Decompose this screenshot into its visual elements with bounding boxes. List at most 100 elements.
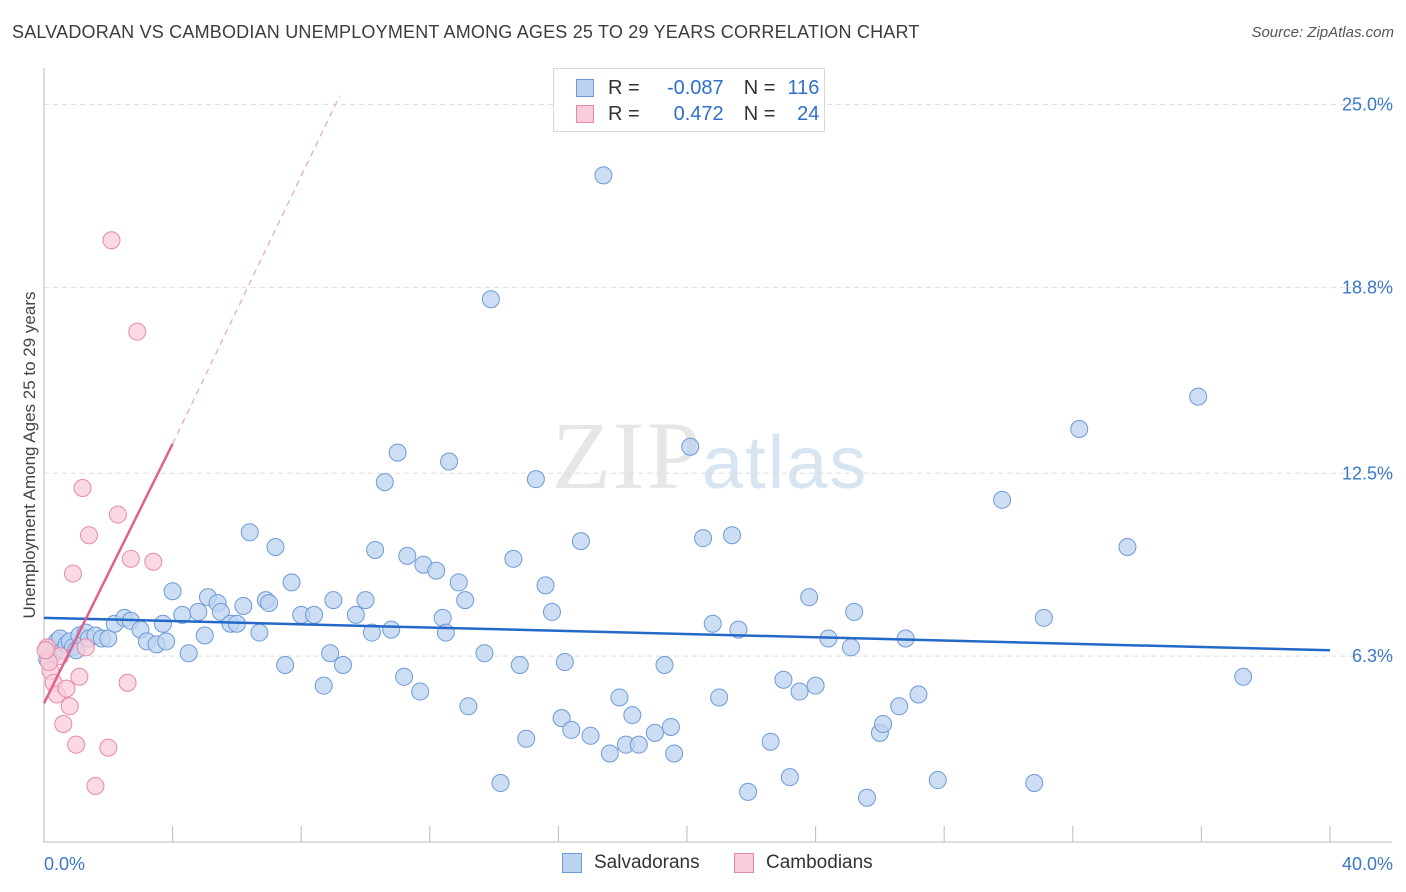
salvadoran-point bbox=[845, 602, 864, 621]
salvadoran-point bbox=[456, 591, 475, 610]
salvadoran-point bbox=[276, 656, 295, 675]
legend-swatch-cambodians bbox=[576, 105, 594, 123]
salvadoran-point bbox=[362, 623, 381, 642]
salvadoran-point bbox=[655, 656, 674, 675]
legend-r-label: R = bbox=[608, 76, 640, 99]
salvadoran-point bbox=[266, 538, 285, 557]
salvadoran-point bbox=[562, 720, 581, 739]
legend-item-salvadorans[interactable]: Salvadorans bbox=[562, 852, 700, 874]
cambodian-point bbox=[57, 679, 76, 698]
salvadoran-point bbox=[729, 620, 748, 639]
salvadoran-point bbox=[440, 452, 459, 471]
salvadoran-point bbox=[1118, 538, 1137, 557]
y-tick-label: 6.3% bbox=[1352, 646, 1393, 666]
salvadoran-point bbox=[594, 166, 613, 185]
y-tick-label: 25.0% bbox=[1342, 95, 1393, 115]
salvadoran-point bbox=[282, 573, 301, 592]
legend-swatch-salvadorans bbox=[562, 853, 582, 873]
legend-row-cambodians: R = 0.472 N = 24 bbox=[576, 101, 819, 127]
salvadoran-point bbox=[739, 782, 758, 801]
salvadoran-point bbox=[375, 473, 394, 492]
salvadoran-trendline bbox=[43, 616, 1331, 652]
salvadoran-point bbox=[571, 532, 590, 551]
salvadoran-point bbox=[510, 656, 529, 675]
salvadoran-point bbox=[703, 614, 722, 633]
salvadoran-point bbox=[774, 670, 793, 689]
salvadoran-point bbox=[874, 715, 893, 734]
salvadoran-point bbox=[333, 656, 352, 675]
salvadoran-point bbox=[623, 706, 642, 725]
legend-swatch-salvadorans bbox=[576, 79, 594, 97]
salvadoran-point bbox=[459, 697, 478, 716]
salvadoran-point bbox=[1025, 774, 1044, 793]
cambodian-point bbox=[99, 738, 118, 757]
salvadoran-point bbox=[366, 540, 385, 559]
salvadoran-point bbox=[395, 667, 414, 686]
y-tick-label: 18.8% bbox=[1342, 277, 1393, 297]
salvadoran-point bbox=[600, 744, 619, 763]
x-tick-label: 40.0% bbox=[1342, 854, 1393, 874]
salvadoran-point bbox=[710, 688, 729, 707]
salvadoran-point bbox=[475, 644, 494, 663]
legend-n-label: N = bbox=[743, 76, 776, 99]
y-tick-label: 12.5% bbox=[1342, 463, 1393, 483]
salvadoran-point bbox=[153, 614, 172, 633]
salvadoran-point bbox=[629, 735, 648, 754]
salvadoran-point bbox=[382, 620, 401, 639]
salvadoran-point bbox=[398, 546, 417, 565]
cambodian-point bbox=[70, 667, 89, 686]
salvadoran-point bbox=[681, 437, 700, 456]
salvadoran-point bbox=[321, 644, 340, 663]
cambodian-point bbox=[63, 564, 82, 583]
legend-r-label: R = bbox=[608, 102, 640, 125]
salvadoran-point bbox=[356, 591, 375, 610]
cambodian-point bbox=[108, 505, 127, 524]
salvadoran-point bbox=[411, 682, 430, 701]
cambodian-point bbox=[128, 322, 147, 341]
cambodian-point bbox=[121, 549, 140, 568]
salvadoran-point bbox=[189, 602, 208, 621]
salvadoran-point bbox=[433, 608, 452, 627]
salvadoran-point bbox=[250, 623, 269, 642]
salvadoran-point bbox=[542, 602, 561, 621]
legend-item-cambodians[interactable]: Cambodians bbox=[734, 852, 873, 874]
salvadoran-point bbox=[481, 290, 500, 309]
x-tick-label: 0.0% bbox=[44, 854, 85, 874]
salvadoran-point bbox=[195, 626, 214, 645]
salvadoran-point bbox=[928, 771, 947, 790]
legend-label-salvadorans: Salvadorans bbox=[594, 852, 700, 873]
source-label: Source: ZipAtlas.com bbox=[1251, 24, 1394, 41]
salvadoran-point bbox=[665, 744, 684, 763]
cambodian-point bbox=[144, 552, 163, 571]
salvadoran-point bbox=[858, 788, 877, 807]
salvadoran-point bbox=[1034, 608, 1053, 627]
salvadoran-point bbox=[163, 582, 182, 601]
salvadoran-point bbox=[517, 729, 536, 748]
cambodian-point bbox=[60, 697, 79, 716]
salvadoran-point bbox=[780, 768, 799, 787]
salvadoran-point bbox=[157, 632, 176, 651]
cambodian-point bbox=[76, 638, 95, 657]
salvadoran-point bbox=[1189, 387, 1208, 406]
watermark-atlas: atlas bbox=[702, 421, 869, 504]
watermark-zip: ZIP bbox=[552, 402, 702, 509]
salvadoran-point bbox=[761, 732, 780, 751]
salvadoran-point bbox=[800, 588, 819, 607]
salvadoran-point bbox=[841, 638, 860, 657]
salvadoran-point bbox=[661, 717, 680, 736]
salvadoran-point bbox=[610, 688, 629, 707]
salvadoran-point bbox=[504, 549, 523, 568]
salvadoran-point bbox=[909, 685, 928, 704]
cambodian-point bbox=[80, 526, 99, 545]
salvadoran-point bbox=[555, 653, 574, 672]
watermark: ZIPatlas bbox=[552, 400, 868, 511]
legend-label-cambodians: Cambodians bbox=[766, 852, 873, 873]
salvadoran-point bbox=[305, 605, 324, 624]
legend-r-value: -0.087 bbox=[666, 76, 724, 99]
cambodian-point bbox=[73, 479, 92, 498]
salvadoran-point bbox=[536, 576, 555, 595]
salvadoran-point bbox=[806, 676, 825, 695]
cambodian-point bbox=[67, 735, 86, 754]
salvadoran-point bbox=[645, 723, 664, 742]
salvadoran-point bbox=[211, 602, 230, 621]
